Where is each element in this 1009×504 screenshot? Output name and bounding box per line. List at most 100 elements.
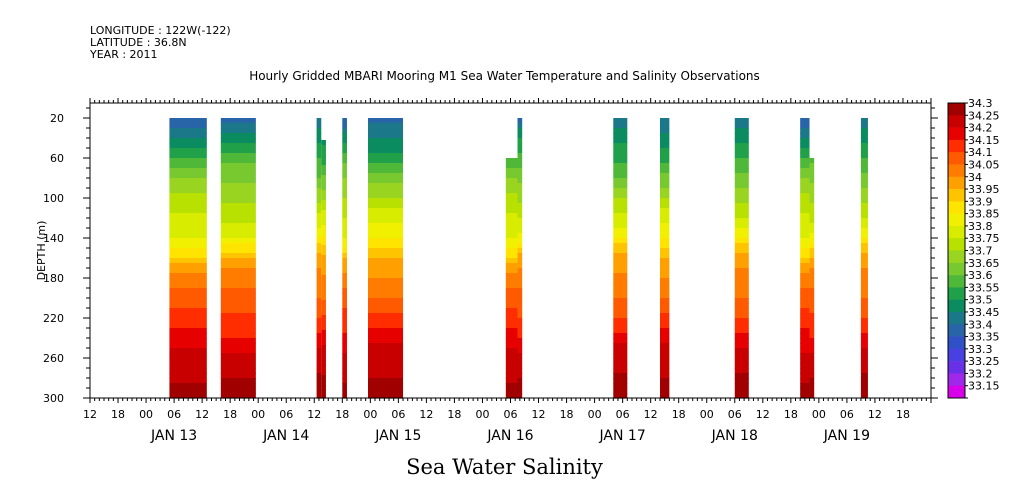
salinity-cell [517,133,523,139]
data-segment [321,140,326,399]
salinity-cell [220,328,256,334]
salinity-cell [800,123,810,129]
salinity-cell [321,245,326,251]
salinity-cell [860,173,868,179]
salinity-cell [860,268,868,274]
salinity-cell [860,358,868,364]
salinity-cell [316,348,322,354]
salinity-cell [860,133,868,139]
salinity-cell [220,213,256,219]
salinity-cell [809,268,815,274]
salinity-cell [800,303,810,309]
salinity-cell [220,258,256,264]
salinity-cell [800,158,810,164]
salinity-cell [220,228,256,234]
salinity-cell [342,158,347,164]
salinity-cell [505,163,518,169]
salinity-cell [800,258,810,264]
salinity-cell [860,228,868,234]
salinity-cell [316,193,322,199]
salinity-cell [800,363,810,369]
salinity-cell [517,338,523,344]
colorbar-swatch [948,225,965,239]
salinity-cell [368,263,404,269]
salinity-cell [660,323,670,329]
salinity-cell [660,158,670,164]
salinity-cell [169,213,207,219]
salinity-cell [505,183,518,189]
salinity-cell [800,218,810,224]
salinity-cell [321,235,326,241]
salinity-cell [860,203,868,209]
salinity-cell [660,153,670,159]
salinity-cell [368,238,404,244]
salinity-cell [734,368,749,374]
salinity-cell [734,148,749,154]
salinity-cell [368,163,404,169]
data-segment [613,118,628,399]
salinity-cell [660,228,670,234]
colorbar-label: 33.3 [968,343,993,356]
salinity-cell [734,178,749,184]
salinity-cell [368,138,404,144]
salinity-cell [734,373,749,379]
salinity-cell [800,353,810,359]
salinity-cell [860,223,868,229]
chart-subtitle: Sea Water Salinity [406,455,603,479]
day-label: JAN 18 [711,428,758,444]
salinity-cell [517,268,523,274]
salinity-cell [368,178,404,184]
data-segment [734,118,749,399]
salinity-cell [517,128,523,134]
salinity-cell [860,343,868,349]
salinity-cell [660,388,670,394]
salinity-cell [169,393,207,399]
salinity-cell [860,298,868,304]
salinity-cell [342,368,347,374]
salinity-cell [517,273,523,279]
salinity-cell [517,183,523,189]
salinity-cell [321,250,326,256]
salinity-cell [321,355,326,361]
salinity-cell [316,163,322,169]
salinity-cell [169,163,207,169]
salinity-cell [800,298,810,304]
salinity-cell [316,308,322,314]
salinity-cell [660,118,670,124]
salinity-cell [169,258,207,264]
salinity-cell [368,283,404,289]
salinity-cell [316,263,322,269]
salinity-cell [169,203,207,209]
salinity-cell [800,288,810,294]
salinity-cell [860,353,868,359]
salinity-cell [169,363,207,369]
salinity-cell [660,198,670,204]
salinity-cell [660,163,670,169]
salinity-cell [613,313,628,319]
salinity-cell [613,203,628,209]
data-segment [220,118,256,399]
salinity-cell [800,153,810,159]
salinity-cell [505,378,518,384]
salinity-cell [368,123,404,129]
salinity-cell [809,318,815,324]
salinity-cell [809,248,815,254]
salinity-cell [342,388,347,394]
hour-tick-label: 12 [195,408,209,421]
salinity-cell [734,323,749,329]
salinity-cell [220,208,256,214]
salinity-cell [734,383,749,389]
salinity-cell [169,143,207,149]
salinity-cell [316,268,322,274]
hour-tick-label: 06 [279,408,293,421]
salinity-cell [660,233,670,239]
salinity-cell [800,313,810,319]
salinity-cell [220,253,256,259]
salinity-cell [220,148,256,154]
colorbar-swatch [948,127,965,141]
salinity-cell [505,233,518,239]
salinity-cell [342,153,347,159]
salinity-cell [169,373,207,379]
salinity-cell [800,208,810,214]
salinity-cell [220,323,256,329]
